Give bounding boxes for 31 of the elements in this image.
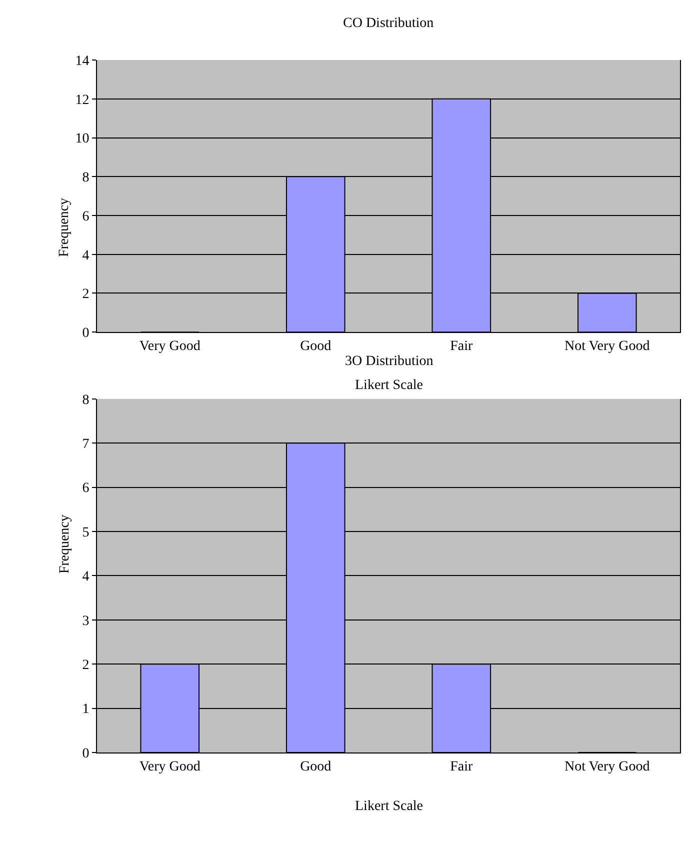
y-tick-label: 2 xyxy=(82,658,90,673)
y-tick-label: 14 xyxy=(75,54,90,69)
y-tick-label: 6 xyxy=(82,209,90,224)
y-tick-label: 10 xyxy=(75,132,90,147)
x-tick-label: Fair xyxy=(450,338,473,354)
x-tick-label: Good xyxy=(300,338,332,354)
y-tick-label: 4 xyxy=(82,570,90,585)
y-tick-label: 4 xyxy=(82,248,90,264)
y-tick-label: 3 xyxy=(82,614,90,629)
y-tick-label: 5 xyxy=(82,525,90,540)
x-tick-label: Fair xyxy=(450,759,473,774)
x-axis-title: Likert Scale xyxy=(355,799,424,814)
y-tick-label: 2 xyxy=(82,287,90,302)
x-tick-label: Not Very Good xyxy=(564,759,650,774)
y-tick-label: 7 xyxy=(82,436,90,452)
y-tick-label: 0 xyxy=(82,326,90,341)
x-tick-label: Not Very Good xyxy=(564,338,650,354)
y-tick-label: 6 xyxy=(82,481,90,496)
y-tick-label: 8 xyxy=(82,170,90,186)
x-axis-title: Likert Scale xyxy=(355,378,424,393)
chart-title: 3O Distribution xyxy=(345,354,434,369)
chart-title: CO Distribution xyxy=(343,16,434,31)
x-tick-label: Very Good xyxy=(139,759,200,774)
y-tick-label: 0 xyxy=(82,746,90,762)
x-tick-label: Very Good xyxy=(139,338,200,354)
y-tick-label: 12 xyxy=(75,92,90,108)
y-axis-title: Frequency xyxy=(57,514,72,574)
y-tick-label: 1 xyxy=(82,702,90,718)
x-tick-label: Good xyxy=(300,759,332,774)
y-axis-title: Frequency xyxy=(56,198,72,258)
y-tick-label: 8 xyxy=(82,392,90,408)
